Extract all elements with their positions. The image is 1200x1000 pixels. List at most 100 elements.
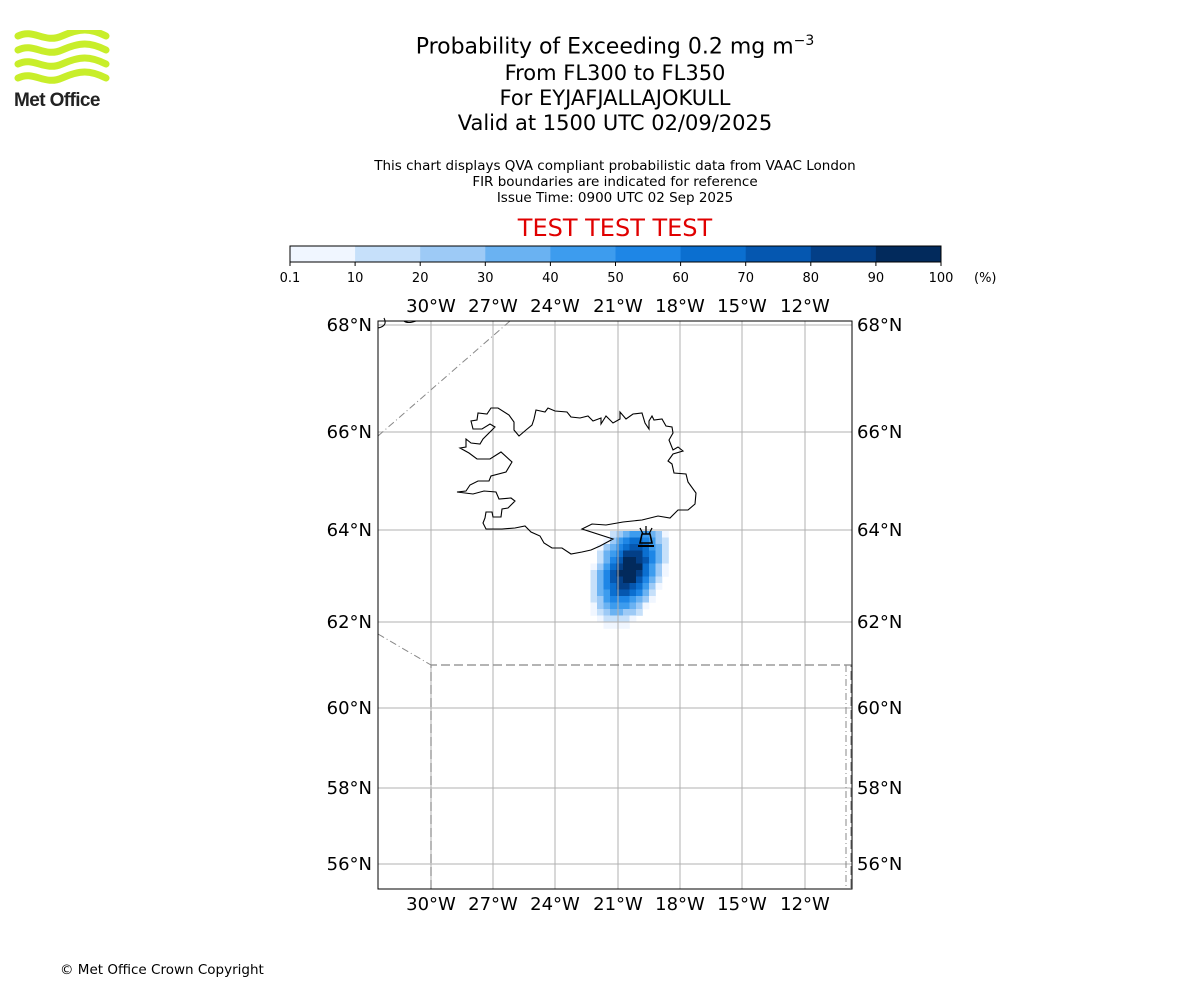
- probability-cell: [649, 596, 656, 603]
- probability-cell: [590, 602, 598, 610]
- probability-cell: [636, 550, 643, 558]
- longitude-label: 15°W: [717, 296, 767, 317]
- probability-cell: [623, 544, 630, 551]
- colorbar-tick-label: 30: [477, 271, 494, 286]
- test-banner: TEST TEST TEST: [517, 214, 713, 242]
- colorbar-tick-label: 70: [737, 271, 754, 286]
- probability-cell: [642, 544, 650, 551]
- probability-cell: [629, 563, 637, 571]
- colorbar-segment: [550, 246, 616, 262]
- latitude-label: 56°N: [327, 854, 372, 875]
- probability-cell: [616, 531, 624, 538]
- probability-cell: [642, 570, 650, 577]
- graticule: [378, 321, 852, 889]
- probability-cell: [597, 563, 604, 571]
- probability-cell: [623, 557, 630, 564]
- probability-cell: [636, 557, 643, 564]
- probability-cell: [623, 609, 630, 616]
- colorbar-tick-label: 60: [672, 271, 689, 286]
- probability-cell: [623, 537, 630, 545]
- probability-cell: [616, 550, 624, 558]
- longitude-label: 12°W: [780, 894, 830, 915]
- probability-cell: [623, 583, 630, 590]
- probability-cell: [597, 550, 604, 558]
- colorbar-unit: (%): [974, 271, 997, 286]
- longitude-label: 18°W: [655, 894, 705, 915]
- longitude-label: 30°W: [406, 894, 456, 915]
- fir-boundary-west: [377, 633, 432, 666]
- probability-cell: [655, 531, 663, 538]
- fir-boundary-north: [377, 320, 511, 437]
- probability-cell: [610, 570, 617, 577]
- probability-cell: [629, 589, 637, 597]
- probability-cell: [603, 537, 611, 545]
- probability-cell: [662, 557, 669, 564]
- probability-cell: [616, 544, 624, 551]
- probability-cell: [610, 576, 617, 584]
- probability-colorbar: 0.1 10 20 30 40 50 60 70 80 90 100 (%): [280, 245, 997, 286]
- longitude-label: 24°W: [530, 296, 580, 317]
- probability-cell: [655, 557, 663, 564]
- longitude-label: 27°W: [468, 296, 518, 317]
- latitude-label: 66°N: [327, 422, 372, 443]
- probability-cell: [655, 537, 663, 545]
- probability-cell: [642, 589, 650, 597]
- chart-title-exponent: −3: [793, 33, 815, 49]
- probability-cell: [623, 563, 630, 571]
- colorbar-segment: [615, 246, 682, 262]
- probability-cell: [623, 550, 630, 558]
- volcano-icon: [638, 526, 654, 547]
- chart-title-block: Probability of Exceeding 0.2 mg m−3 From…: [300, 27, 930, 136]
- colorbar-segment: [420, 246, 486, 262]
- met-office-logo-text: Met Office: [14, 90, 100, 111]
- probability-cell: [629, 531, 637, 538]
- probability-cell: [623, 589, 630, 597]
- longitude-label: 21°W: [593, 894, 643, 915]
- probability-cell: [629, 615, 637, 623]
- probability-cell: [623, 596, 630, 603]
- longitude-label: 18°W: [655, 296, 705, 317]
- chart-title-text: Probability of Exceeding 0.2 mg m: [415, 34, 794, 60]
- probability-cell: [662, 537, 669, 545]
- probability-cell: [616, 596, 624, 603]
- probability-cell: [629, 550, 637, 558]
- probability-cell: [603, 557, 611, 564]
- coastlines: [377, 317, 697, 555]
- probability-cell: [649, 589, 656, 597]
- probability-cell: [662, 531, 669, 538]
- longitude-label: 30°W: [406, 296, 456, 317]
- info-line-qva: This chart displays QVA compliant probab…: [374, 158, 856, 174]
- longitude-label: 27°W: [468, 894, 518, 915]
- probability-cell: [629, 576, 637, 584]
- probability-cell: [616, 622, 624, 629]
- colorbar-tick-label: 100: [929, 271, 954, 286]
- colorbar-tick-label: 20: [412, 271, 429, 286]
- probability-cell: [597, 544, 604, 551]
- probability-cell: [655, 563, 663, 571]
- colorbar-segment: [810, 246, 877, 262]
- probability-cell: [610, 583, 617, 590]
- probability-cell: [610, 557, 617, 564]
- colorbar-tick-label: 80: [803, 271, 820, 286]
- probability-cell: [636, 596, 643, 603]
- latitude-label: 66°N: [857, 422, 902, 443]
- probability-cell: [642, 602, 650, 610]
- iceland-coastline: [456, 407, 697, 555]
- probability-cell: [623, 615, 630, 623]
- probability-cell: [629, 557, 637, 564]
- probability-cell: [590, 609, 598, 616]
- probability-cell: [610, 609, 617, 616]
- probability-cell: [610, 550, 617, 558]
- probability-cell: [636, 609, 643, 616]
- colorbar-segment: [875, 246, 942, 262]
- probability-cell: [642, 576, 650, 584]
- latitude-label: 60°N: [857, 698, 902, 719]
- probability-cell: [597, 583, 604, 590]
- probability-cell: [629, 609, 637, 616]
- probability-cell: [597, 576, 604, 584]
- met-office-logo: Met Office: [14, 26, 110, 112]
- colorbar-segment: [680, 246, 747, 262]
- probability-cell: [636, 563, 643, 571]
- probability-cell: [629, 570, 637, 577]
- probability-cell: [636, 576, 643, 584]
